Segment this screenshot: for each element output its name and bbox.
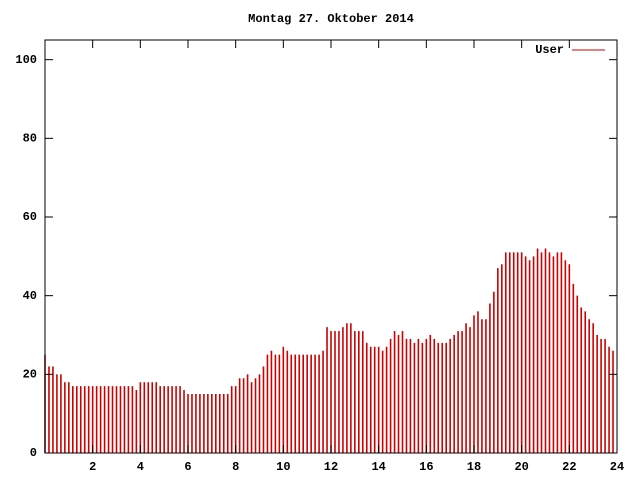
x-tick-label: 24 <box>610 460 624 474</box>
y-tick-label: 0 <box>30 446 37 460</box>
y-tick-label: 100 <box>15 53 37 67</box>
chart-title: Montag 27. Oktober 2014 <box>248 12 414 26</box>
x-tick-label: 14 <box>371 460 385 474</box>
x-tick-label: 16 <box>419 460 433 474</box>
x-tick-label: 22 <box>562 460 576 474</box>
y-tick-label: 40 <box>23 289 37 303</box>
x-tick-label: 18 <box>467 460 481 474</box>
x-tick-label: 10 <box>276 460 290 474</box>
x-tick-label: 12 <box>324 460 338 474</box>
legend-label: User <box>535 43 564 57</box>
x-tick-label: 8 <box>232 460 239 474</box>
y-tick-label: 80 <box>23 132 37 146</box>
y-tick-label: 60 <box>23 210 37 224</box>
x-tick-label: 6 <box>184 460 191 474</box>
y-tick-label: 20 <box>23 368 37 382</box>
x-tick-label: 2 <box>89 460 96 474</box>
x-tick-label: 20 <box>514 460 528 474</box>
x-tick-label: 4 <box>137 460 144 474</box>
